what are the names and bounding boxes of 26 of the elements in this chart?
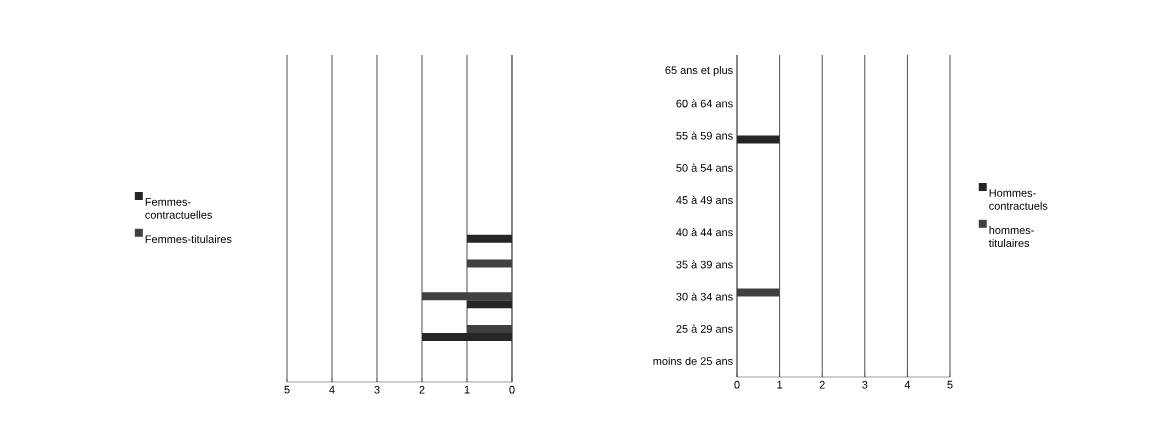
y-tick-label: 25 à 29 ans [676,324,733,333]
x-tick-label: 1 [464,385,470,394]
x-tick-label: 0 [734,380,740,389]
x-tick-label: 3 [374,385,380,394]
x-tick-label: 1 [777,380,783,389]
legend-label: hommes-titulaires [988,225,1034,247]
y-tick-label: 45 à 49 ans [676,195,733,204]
x-tick-label: 2 [419,385,425,394]
x-tick-label: 3 [862,380,868,389]
x-tick-label: 0 [509,385,515,394]
y-tick-label: 55 à 59 ans [676,131,733,140]
y-tick-label: 60 à 64 ans [676,99,733,108]
y-tick-label: 65 ans et plus [665,65,733,77]
y-tick-label: 35 à 39 ans [676,260,733,269]
x-tick-label: 2 [819,380,825,389]
y-tick-label: 40 à 44 ans [676,228,733,237]
legend-label: Femmes-contractuelles [145,198,213,219]
x-tick-label: 4 [904,380,911,389]
y-tick-label: 30 à 34 ans [676,292,733,301]
y-tick-label: 50 à 54 ans [676,163,733,172]
x-tick-label: 5 [284,385,290,394]
legend-label: Femmes-titulaires [145,234,232,244]
x-tick-label: 5 [947,380,953,389]
legend-label: Hommes-contractuels [989,189,1048,210]
y-tick-label: moins de 25 ans [653,356,733,365]
x-tick-label: 4 [329,385,335,394]
